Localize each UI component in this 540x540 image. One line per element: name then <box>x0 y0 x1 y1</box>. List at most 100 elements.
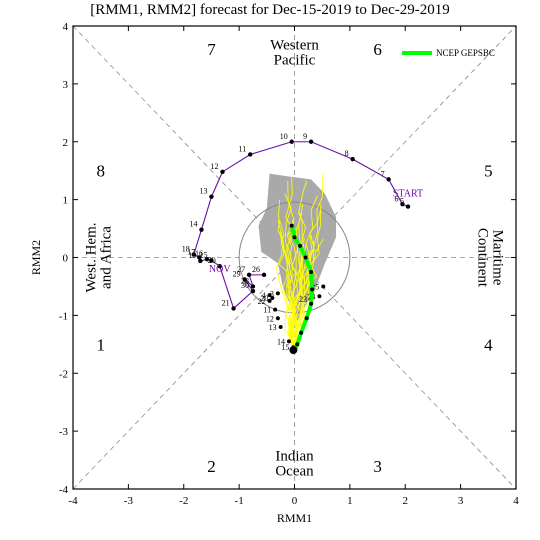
observed-point <box>250 284 256 289</box>
ensemble-member-line <box>284 193 296 351</box>
ensemble-member-line <box>286 218 298 351</box>
ensemble-member-line <box>287 227 298 351</box>
day-label: 9 <box>303 132 307 141</box>
day-label: 18 <box>182 245 190 254</box>
forecast-point <box>267 293 272 298</box>
diagonal-line <box>72 25 517 490</box>
ensemble-mean-point <box>310 287 315 292</box>
day-label: 29 <box>233 269 241 278</box>
observed-point <box>261 272 267 278</box>
forecast-day-label: 11 <box>263 306 271 315</box>
observed-point <box>204 257 210 262</box>
phase-label: 3 <box>373 457 382 476</box>
day-label: 30 <box>241 281 249 290</box>
phase-label: 8 <box>96 162 105 181</box>
day-label: 21 <box>222 298 230 307</box>
region-label-line: and Africa <box>98 226 114 289</box>
observed-point <box>209 194 214 199</box>
x-tick-label: -3 <box>124 495 134 507</box>
region-label: Western Pacific <box>270 38 319 69</box>
observed-point <box>199 227 204 232</box>
ensemble-member-line <box>288 244 300 351</box>
forecast-point <box>275 291 280 296</box>
ensemble-mean-point <box>309 301 314 306</box>
observed-point <box>289 139 294 144</box>
ensemble-mean-point <box>299 330 304 335</box>
y-tick-label: 3 <box>63 79 69 91</box>
day-label: 12 <box>211 162 219 171</box>
day-label: 20 <box>208 256 216 265</box>
x-tick-label: 2 <box>403 495 409 507</box>
region-label: Indian Ocean <box>275 448 314 479</box>
observed-point <box>248 152 253 157</box>
day-label: 11 <box>238 144 246 153</box>
day-label: 19 <box>188 251 196 260</box>
region-label: MaritimeContinent <box>475 228 506 288</box>
forecast-day-label: 4 <box>262 291 266 300</box>
y-tick-label: 2 <box>63 137 69 149</box>
region-label-line: Pacific <box>274 53 316 69</box>
ensemble-mean-point <box>303 255 308 260</box>
day-label: 28 <box>241 276 249 285</box>
annotation-label: NOV <box>209 264 231 275</box>
legend-label: NCEP GEPSBC <box>436 48 495 58</box>
observed-point <box>242 277 247 282</box>
x-tick-label: -1 <box>235 495 244 507</box>
x-tick-label: -2 <box>179 495 188 507</box>
observed-point <box>386 177 391 182</box>
forecast-day-label: 25 <box>311 282 319 291</box>
y-tick-label: -1 <box>59 310 68 322</box>
observed-point <box>198 258 203 264</box>
observed-point <box>400 202 405 207</box>
day-label: 14 <box>189 220 197 229</box>
forecast-point <box>321 284 326 289</box>
y-axis-label: RMM2 <box>29 240 43 275</box>
forecast-day-label: 3 <box>270 289 274 298</box>
forecast-point <box>267 298 272 303</box>
ensemble-mean-point <box>304 316 309 321</box>
region-label-line: Maritime <box>490 230 506 286</box>
phase-label: 2 <box>207 457 216 476</box>
ensemble-member-line <box>292 195 319 351</box>
ensemble-member-line <box>276 231 294 351</box>
x-axis-label: RMM1 <box>277 511 312 525</box>
x-tick-label: 3 <box>458 495 464 507</box>
forecast-day-label: 23 <box>299 295 307 304</box>
x-tick-label: 1 <box>347 495 353 507</box>
observed-path-line <box>193 141 409 310</box>
phase-label: 4 <box>484 335 493 354</box>
day-label: 13 <box>199 187 207 196</box>
phase-label: 1 <box>96 335 105 354</box>
y-tick-label: -2 <box>59 368 68 380</box>
observed-point <box>308 139 314 144</box>
y-tick-label: 4 <box>63 21 69 33</box>
forecast-point <box>317 294 322 299</box>
region-label-line: Ocean <box>275 463 314 479</box>
region-label-line: Western <box>270 38 319 54</box>
forecast-day-label: 20 <box>260 294 268 303</box>
ensemble-members-layer <box>276 174 324 351</box>
ensemble-mean-point <box>292 235 297 240</box>
day-label: 17 <box>187 248 195 257</box>
ensemble-mean-point <box>295 342 300 347</box>
phase-label: 6 <box>373 40 382 59</box>
day-label: 10 <box>280 132 288 141</box>
day-label: 5 <box>400 197 404 206</box>
ensemble-mean-point <box>309 269 314 274</box>
ensemble-mean-point <box>289 223 294 228</box>
forecast-day-label: 14 <box>277 337 285 346</box>
day-label: 8 <box>345 149 349 158</box>
region-label: West. Hem.and Africa <box>83 222 114 292</box>
day-label: 16 <box>195 249 203 258</box>
observed-point <box>209 258 214 263</box>
ensemble-mean-layer <box>289 223 315 355</box>
forecast-day-label: 13 <box>269 323 277 332</box>
observed-point <box>197 255 202 260</box>
forecast-day-label: 22 <box>258 297 266 306</box>
region-label-line: Continent <box>475 228 491 288</box>
observed-point <box>220 169 225 175</box>
